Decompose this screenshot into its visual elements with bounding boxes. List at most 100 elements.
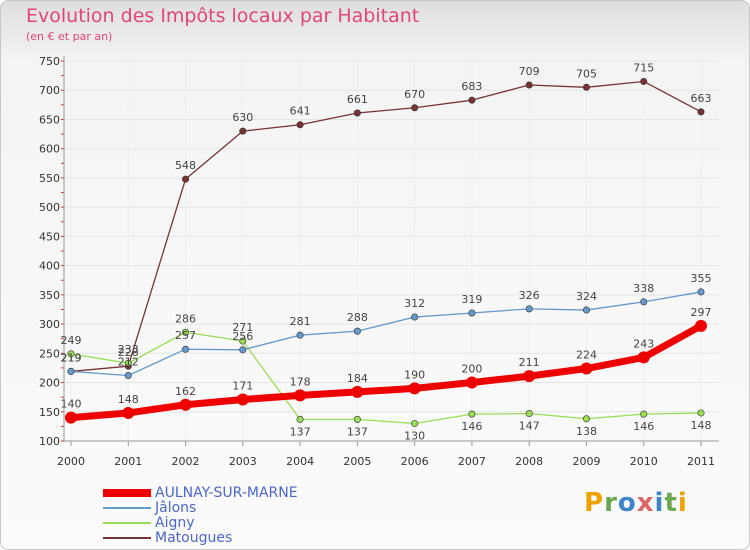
data-point: [465, 376, 478, 389]
data-point: [67, 350, 75, 358]
y-tick-label: 200: [39, 377, 60, 390]
data-label: 256: [232, 330, 253, 343]
data-label: 641: [290, 105, 311, 118]
legend-label: Aigny: [155, 515, 195, 531]
data-point: [525, 410, 533, 418]
data-point: [182, 345, 190, 353]
data-label: 705: [576, 67, 597, 80]
x-tick-label: 2003: [229, 455, 257, 468]
y-tick-label: 350: [39, 289, 60, 302]
y-tick-label: 400: [39, 260, 60, 273]
y-tick-label: 650: [39, 113, 60, 126]
data-label: 162: [175, 385, 196, 398]
legend-label: AULNAY-SUR-MARNE: [155, 485, 298, 501]
data-point: [124, 372, 132, 380]
data-point: [411, 419, 419, 427]
data-point: [582, 415, 590, 423]
data-label: 630: [232, 111, 253, 124]
data-point: [640, 77, 648, 85]
y-tick-label: 100: [39, 435, 60, 448]
data-label: 146: [633, 420, 654, 433]
data-label: 670: [404, 88, 425, 101]
data-point: [67, 367, 75, 375]
data-point: [351, 385, 364, 398]
legend-swatch: [103, 507, 151, 509]
data-label: 312: [404, 297, 425, 310]
data-point: [182, 328, 190, 336]
data-point: [468, 410, 476, 418]
data-point: [637, 351, 650, 364]
data-point: [525, 81, 533, 89]
data-label: 288: [347, 311, 368, 324]
data-label: 663: [691, 92, 712, 105]
series-j-lons-line: [70, 291, 702, 377]
data-label: 548: [175, 159, 196, 172]
legend-swatch: [103, 489, 151, 497]
data-label: 147: [519, 420, 540, 433]
x-tick-label: 2006: [401, 455, 429, 468]
data-label: 200: [461, 363, 482, 376]
data-label: 211: [519, 356, 540, 369]
data-label: 190: [404, 368, 425, 381]
data-point: [182, 175, 190, 183]
data-point: [124, 359, 132, 367]
y-tick-label: 250: [39, 347, 60, 360]
y-tick-label: 450: [39, 230, 60, 243]
x-tick-label: 2005: [343, 455, 371, 468]
data-label: 233: [118, 343, 139, 356]
data-point: [296, 415, 304, 423]
legend-swatch: [103, 522, 151, 524]
x-tick-label: 2010: [630, 455, 658, 468]
data-point: [468, 96, 476, 104]
data-label: 683: [461, 80, 482, 93]
data-label: 138: [576, 425, 597, 438]
data-point: [640, 410, 648, 418]
x-tick-label: 2007: [458, 455, 486, 468]
data-label: 148: [691, 419, 712, 432]
y-tick-label: 700: [39, 84, 60, 97]
data-label: 219: [61, 351, 82, 364]
y-tick-label: 600: [39, 143, 60, 156]
chart-title: Evolution des Impôts locaux par Habitant: [26, 5, 420, 27]
data-label: 249: [61, 334, 82, 347]
data-label: 281: [290, 315, 311, 328]
data-point: [408, 382, 421, 395]
data-point: [179, 398, 192, 411]
series-aigny-line: [70, 331, 702, 425]
y-tick-label: 550: [39, 172, 60, 185]
data-label: 286: [175, 312, 196, 325]
data-point: [523, 370, 536, 383]
x-tick-label: 2008: [515, 455, 543, 468]
data-point: [239, 337, 247, 345]
x-tick-label: 2009: [572, 455, 600, 468]
data-label: 243: [633, 337, 654, 350]
data-point: [580, 362, 593, 375]
data-label: 184: [347, 372, 368, 385]
y-tick-label: 500: [39, 201, 60, 214]
data-point: [122, 406, 135, 419]
data-label: 224: [576, 349, 597, 362]
data-label: 212: [118, 356, 139, 369]
data-label: 709: [519, 65, 540, 78]
data-point: [525, 305, 533, 313]
y-tick-label: 750: [39, 55, 60, 68]
data-point: [296, 121, 304, 129]
data-point: [640, 298, 648, 306]
data-label: 319: [461, 293, 482, 306]
data-label: 326: [519, 289, 540, 302]
data-label: 338: [633, 282, 654, 295]
data-label: 140: [61, 398, 82, 411]
data-point: [582, 306, 590, 314]
x-tick-label: 2002: [172, 455, 200, 468]
y-tick-label: 300: [39, 318, 60, 331]
data-point: [294, 389, 307, 402]
data-point: [353, 109, 361, 117]
data-label: 715: [633, 61, 654, 74]
data-point: [353, 415, 361, 423]
data-label: 661: [347, 93, 368, 106]
data-point: [468, 309, 476, 317]
data-point: [65, 411, 77, 424]
legend-label: Jâlons: [155, 500, 197, 516]
